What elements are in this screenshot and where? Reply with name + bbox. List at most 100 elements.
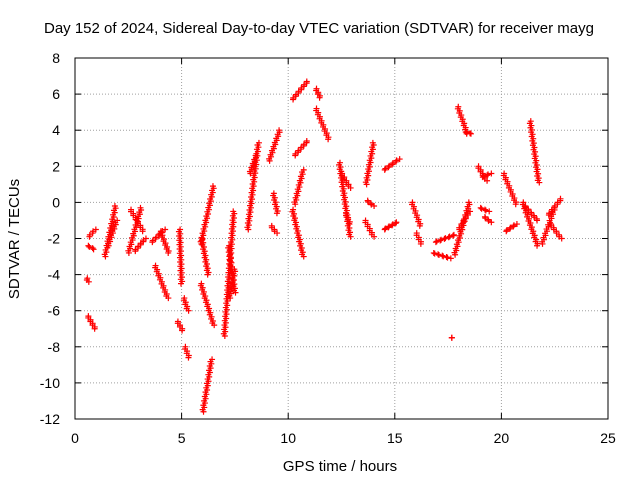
data-segment-s02 (85, 313, 98, 332)
data-point (557, 195, 564, 202)
data-point (185, 307, 192, 314)
data-segment-s23 (226, 266, 239, 302)
data-point (252, 152, 259, 159)
x-axis-label: GPS time / hours (283, 458, 397, 475)
data-segment-s38 (362, 217, 378, 240)
data-point (467, 130, 474, 137)
data-point (382, 225, 389, 232)
data-segment-s17 (197, 183, 217, 247)
data-point (482, 207, 489, 214)
x-tick-label: 0 (71, 430, 79, 446)
y-tick-label: 0 (52, 194, 60, 210)
data-point (416, 222, 423, 229)
data-point (139, 228, 146, 235)
data-point (485, 217, 492, 224)
data-point (513, 221, 520, 228)
data-point (484, 172, 491, 179)
data-segment-s47 (448, 334, 455, 341)
data-point (393, 157, 400, 164)
data-point (303, 138, 310, 145)
data-point (89, 245, 96, 252)
data-segment-s58 (519, 199, 541, 249)
data-segment-s14 (174, 318, 186, 334)
data-point (430, 249, 437, 256)
x-tick-label: 15 (387, 430, 403, 446)
data-point (276, 127, 283, 134)
data-segment-s37 (343, 210, 353, 228)
data-segment-s54 (477, 204, 493, 215)
data-point (467, 208, 474, 215)
data-point (534, 217, 541, 224)
data-point (447, 255, 454, 262)
y-tick-label: -4 (48, 267, 61, 283)
y-axis-label: SDTVAR / TECUs (6, 179, 23, 299)
data-point (91, 325, 98, 332)
data-point (325, 136, 332, 143)
data-segment-s32 (290, 78, 310, 103)
data-point (465, 199, 472, 206)
grid (75, 58, 608, 419)
data-point (300, 166, 307, 173)
data-segment-s08 (127, 206, 146, 235)
data-point (114, 217, 121, 224)
data-segment-s63 (548, 221, 565, 242)
data-segment-s46 (432, 231, 457, 246)
data-point (371, 233, 378, 240)
data-segment-s40 (362, 139, 377, 188)
data-segment-s59 (522, 203, 541, 224)
y-tick-label: 8 (52, 50, 60, 66)
data-point (486, 208, 493, 215)
data-segment-s19 (199, 356, 216, 415)
data-point (446, 233, 453, 240)
data-point (558, 235, 565, 242)
data-segment-s39 (364, 197, 378, 210)
data-segment-s28 (270, 190, 281, 217)
data-segment-s41 (381, 156, 403, 173)
data-point (255, 139, 262, 146)
data-point (209, 183, 216, 190)
data-point (449, 232, 456, 239)
data-point (435, 251, 442, 258)
data-segment-s15 (180, 295, 192, 314)
data-point (389, 221, 396, 228)
data-point (392, 220, 399, 227)
data-point (479, 174, 486, 181)
data-segment-s12 (157, 228, 172, 256)
data-segment-s04 (86, 226, 99, 240)
y-tick-label: 6 (52, 86, 60, 102)
data-point (534, 242, 541, 249)
data-segment-s24 (244, 139, 262, 233)
data-point (90, 246, 97, 253)
data-segment-s57 (503, 221, 520, 235)
data-segment-s30 (291, 166, 307, 208)
data-segment-s60 (526, 118, 543, 186)
data-point (507, 224, 514, 231)
data-segment-s49 (456, 208, 474, 233)
data-point (485, 171, 492, 178)
data-point (382, 165, 389, 172)
data-point (432, 239, 439, 246)
data-segment-s11 (152, 262, 172, 302)
data-point (443, 254, 450, 261)
data-segment-s03 (85, 242, 97, 253)
data-segment-s55 (481, 213, 495, 226)
data-point (316, 94, 323, 101)
data-point (230, 208, 237, 215)
x-tick-label: 20 (494, 430, 510, 446)
data-point (185, 354, 192, 361)
data-point (165, 295, 172, 302)
data-point (438, 236, 445, 243)
data-segment-s36 (338, 170, 354, 191)
data-point (300, 253, 307, 260)
y-tick-label: 2 (52, 158, 60, 174)
data-point (484, 177, 491, 184)
data-segment-s35 (336, 159, 354, 240)
data-point (111, 203, 118, 210)
data-point (439, 252, 446, 259)
data-point (437, 237, 444, 244)
data-segment-s16 (182, 343, 192, 361)
data-point (232, 289, 239, 296)
data-point (389, 161, 396, 168)
data-segment-s42 (381, 219, 400, 233)
